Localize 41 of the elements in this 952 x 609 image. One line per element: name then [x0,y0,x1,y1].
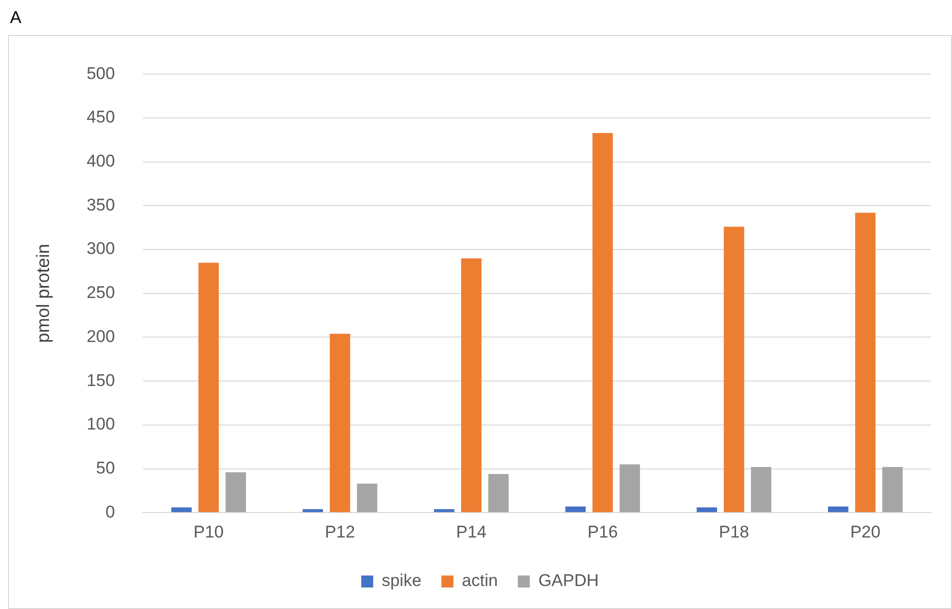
y-tick-label: 100 [86,414,115,434]
bar [750,467,772,512]
x-tick-label: P18 [718,522,750,542]
y-tick-label: 350 [86,195,115,214]
bar [171,507,192,512]
legend-label: actin [462,571,498,590]
x-tick-label: P14 [456,522,486,542]
bar [226,472,246,512]
bar [198,262,219,512]
legend-label: GAPDH [538,571,599,590]
bar [696,507,718,512]
bar [882,467,903,512]
x-tick-label: P12 [324,522,356,542]
bar [434,509,454,512]
bar [302,509,324,512]
x-tick-label: P16 [588,522,618,542]
y-tick-label: 450 [86,108,115,127]
chart-title: A [10,8,22,28]
bar [330,334,350,512]
y-tick-label: 250 [86,283,115,302]
bar [828,506,848,512]
y-tick-label: 0 [105,502,115,522]
x-tick-label: P10 [194,522,224,542]
y-tick-label: 300 [86,239,115,258]
x-tick-label: P20 [850,522,880,542]
y-tick-label: 50 [96,458,115,478]
bar [565,506,586,512]
bar [461,258,482,512]
y-tick-label: 200 [86,326,115,346]
bar [488,474,509,512]
bar [592,132,613,512]
y-tick-label: 400 [86,152,115,171]
bar [855,212,876,512]
y-axis-title: pmol protein [32,244,53,343]
bar [724,226,744,512]
y-tick-label: 500 [86,64,115,83]
legend-label: spike [382,571,422,590]
bar [356,484,378,512]
bar [620,464,640,512]
y-tick-label: 150 [86,370,115,390]
chart-frame: pmol protein spike actin GAPDH P10 P12 P14 P16 P18 P20 0 50 100 150 200 250 300 350 400 450 500 [8,35,952,609]
